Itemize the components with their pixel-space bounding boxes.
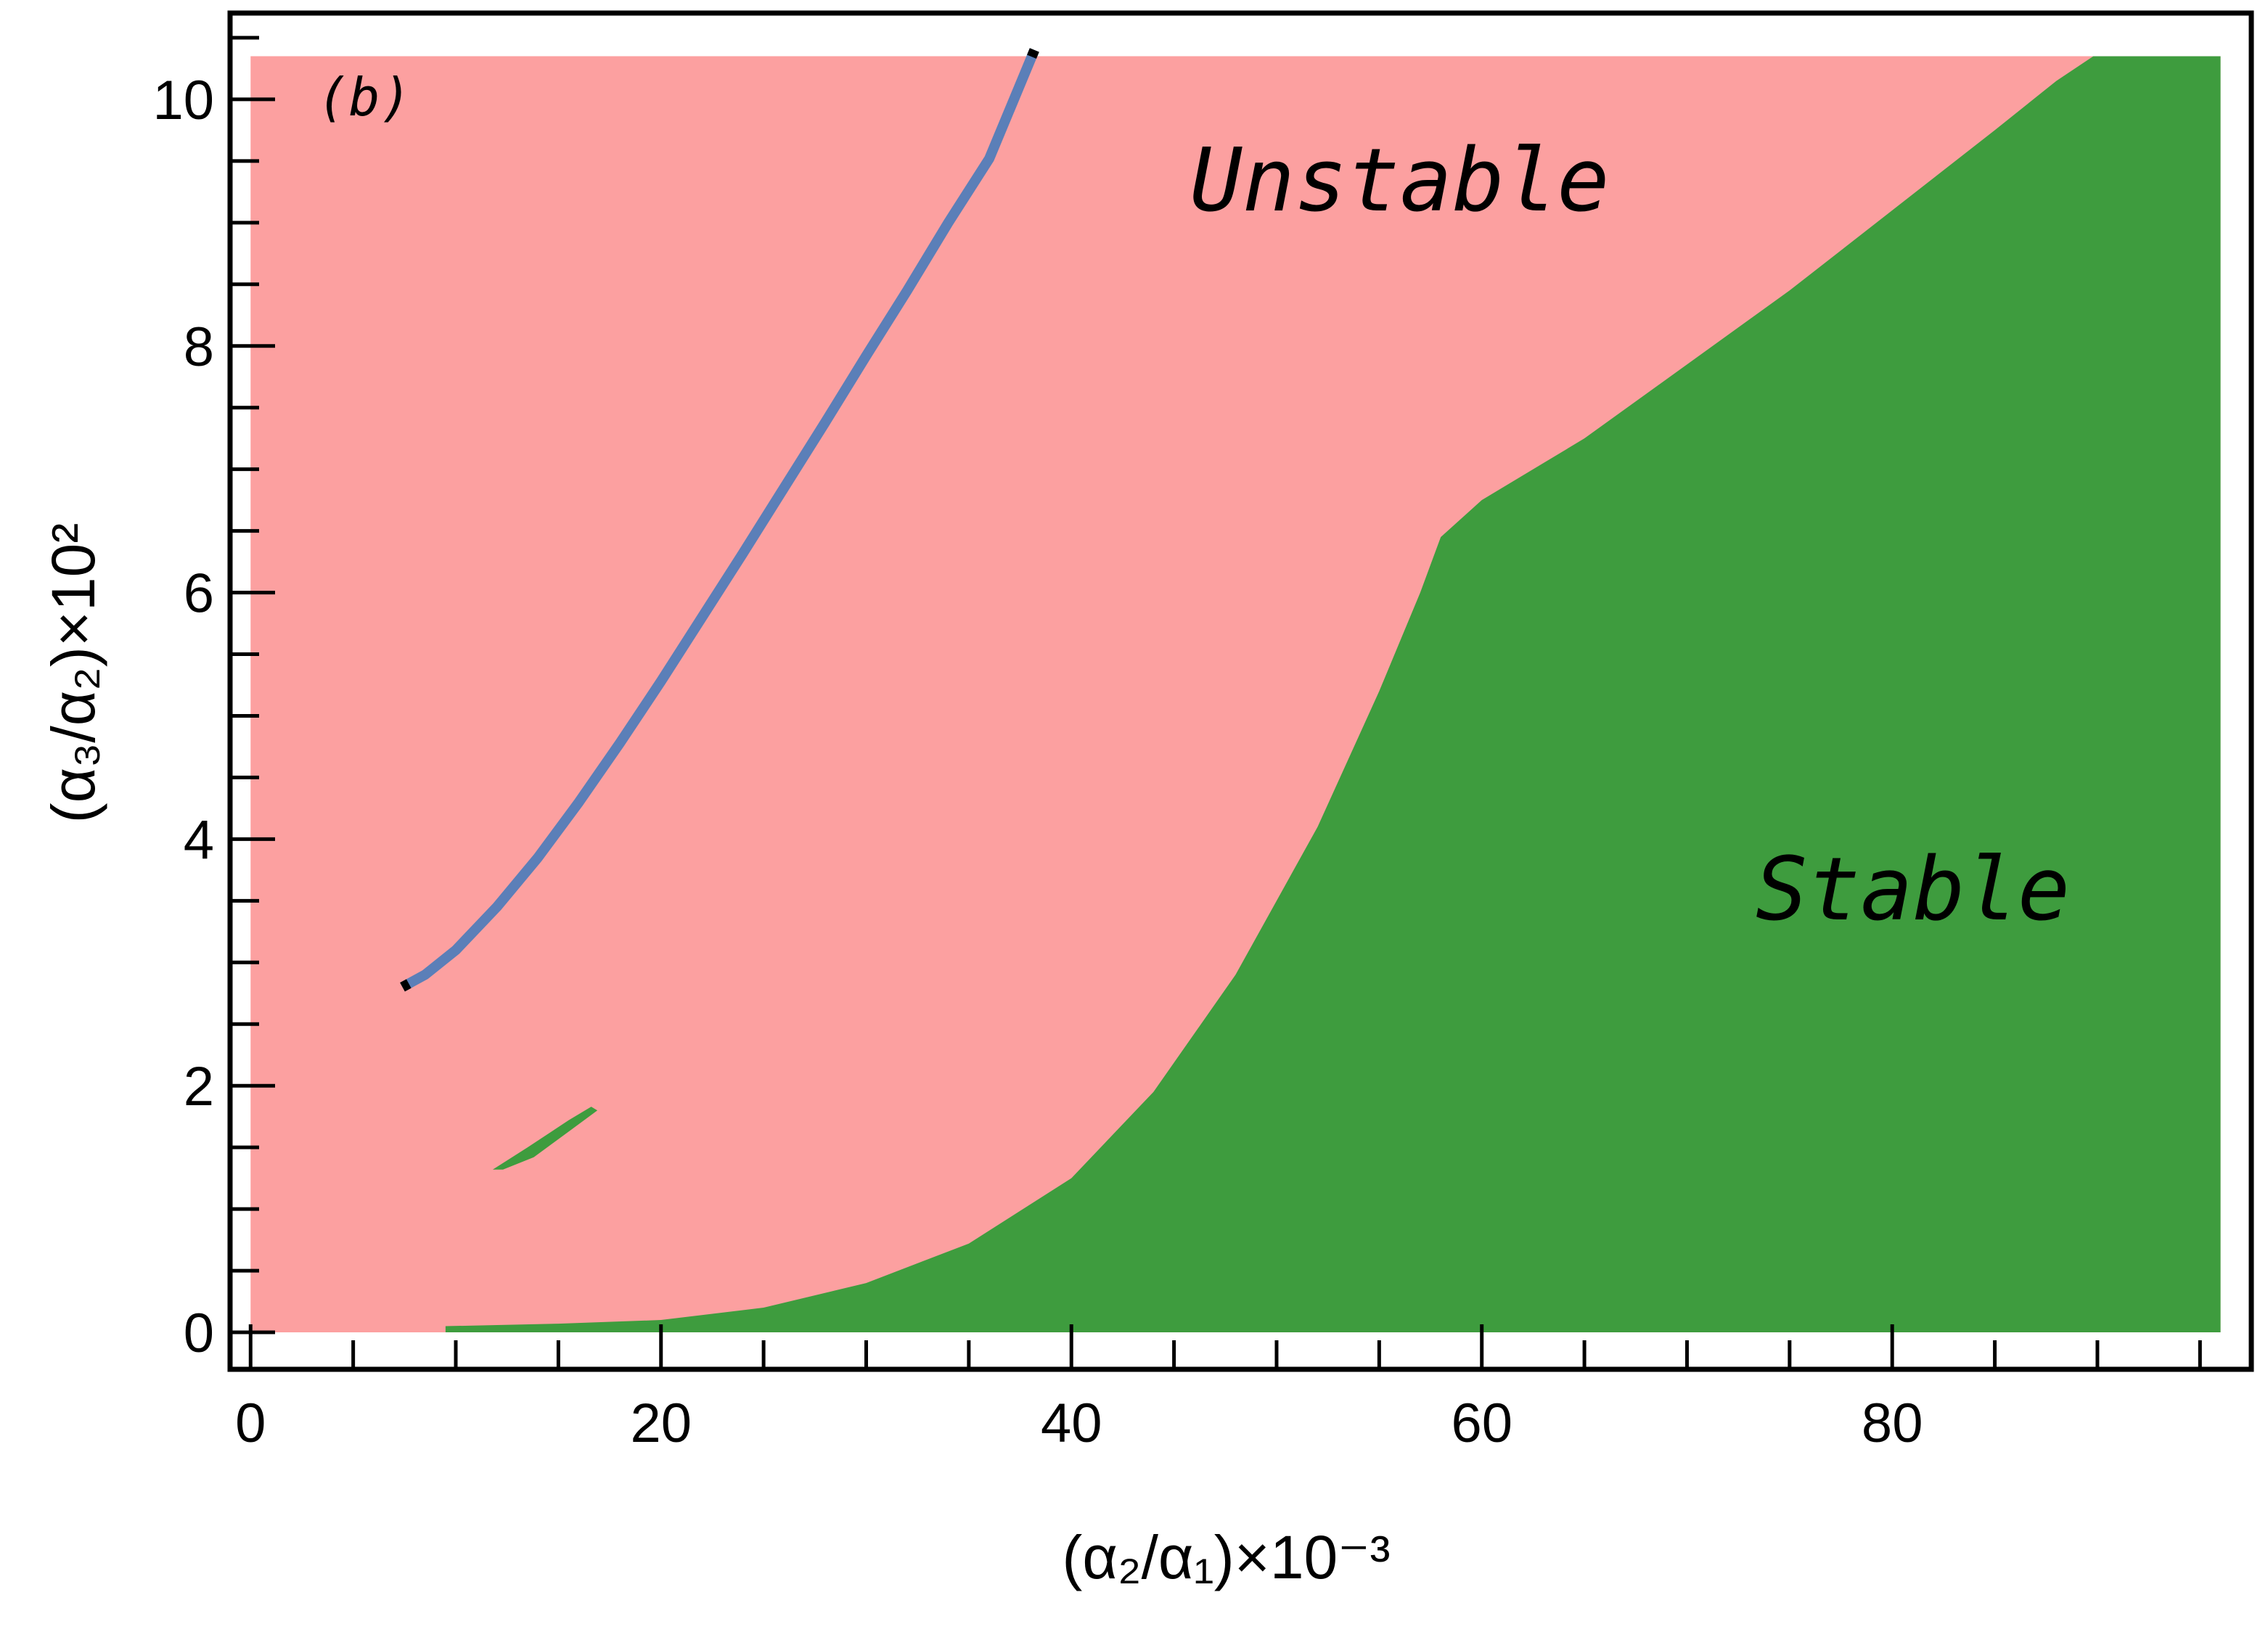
region-fills — [250, 56, 2221, 1333]
stable-region — [445, 56, 2221, 1333]
stable-island — [492, 1107, 598, 1170]
x-tick-label: 60 — [1451, 1393, 1512, 1454]
x-tick-label: 0 — [235, 1393, 266, 1454]
x-axis-label: (α₂/α₁)×10⁻³ — [1062, 1523, 1390, 1591]
plot-frame — [227, 10, 2254, 1372]
y-tick-label: 10 — [152, 70, 214, 131]
y-tick-label: 4 — [184, 809, 214, 871]
y-tick-label: 2 — [184, 1056, 214, 1118]
y-tick-label: 8 — [184, 316, 214, 378]
y-axis-ticks: 0 2 4 6 8 10 — [152, 36, 275, 1364]
y-tick-label: 0 — [184, 1303, 214, 1364]
region-annotations: Unstable Stable — [1190, 131, 2071, 940]
series-endcap-1 — [1027, 48, 1039, 59]
x-tick-label: 80 — [1862, 1393, 1923, 1454]
y-tick-label: 6 — [184, 563, 214, 625]
x-tick-label: 40 — [1041, 1393, 1102, 1454]
region-label-stable: Stable — [1756, 840, 2070, 940]
series-endcap-0 — [400, 979, 412, 992]
plot-area: 0 20 40 60 80 0 2 4 6 8 10 Unstable Stable — [152, 10, 2254, 1454]
series-line-0 — [400, 48, 1039, 992]
panel-label: (b) — [317, 67, 412, 128]
y-axis-label: (α₃/α₂)×10² — [39, 523, 107, 824]
region-label-unstable: Unstable — [1190, 131, 1610, 231]
x-axis-ticks: 0 20 40 60 80 — [235, 1324, 2202, 1454]
x-tick-label: 20 — [630, 1393, 692, 1454]
curve-series — [400, 48, 1039, 992]
